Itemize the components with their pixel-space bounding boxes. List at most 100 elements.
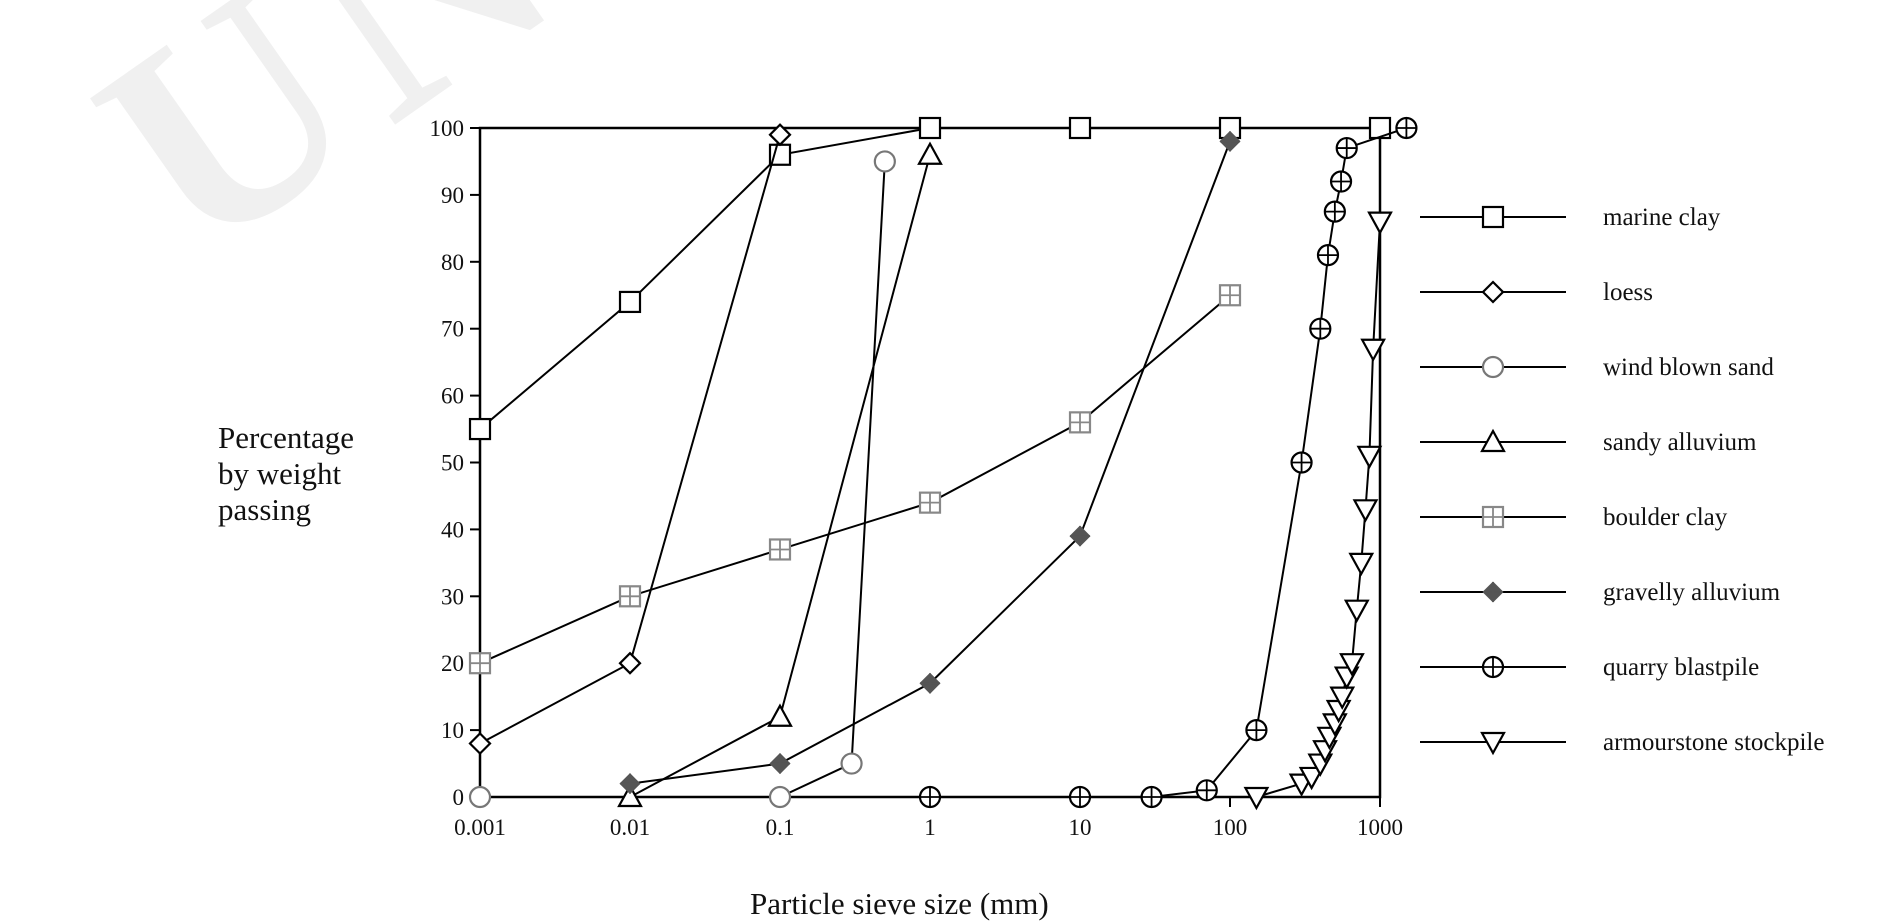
data-point: [468, 731, 492, 756]
x-tick-label: 0.001: [454, 815, 506, 840]
data-point: [1329, 170, 1353, 193]
legend-marker: [1482, 581, 1504, 603]
data-point: [1343, 599, 1370, 623]
data-point: [1339, 653, 1365, 677]
data-point: [1290, 451, 1313, 474]
data-point: [1352, 499, 1379, 523]
legend-item: wind blown sand: [1418, 340, 1878, 415]
data-point: [1243, 786, 1270, 811]
legend-item: marine clay: [1418, 190, 1878, 265]
legend-marker: [1481, 505, 1505, 529]
legend-label: loess: [1603, 279, 1653, 306]
y-tick-label: 0: [453, 785, 465, 810]
series-gravelly-alluvium: [619, 130, 1241, 795]
data-point: [618, 290, 642, 314]
y-axis-label: Percentage by weight passing: [218, 420, 354, 527]
data-point: [468, 652, 492, 675]
x-axis-label: Particle sieve size (mm): [750, 886, 1049, 921]
data-point: [618, 585, 642, 608]
data-point: [768, 785, 792, 809]
series-line: [479, 127, 1380, 430]
legend-marker: [1480, 731, 1506, 756]
legend-swatch: [1420, 655, 1566, 679]
data-point: [918, 491, 942, 514]
legend-label: wind blown sand: [1603, 354, 1774, 381]
legend-item: boulder clay: [1418, 490, 1878, 565]
x-tick-label: 0.01: [610, 815, 650, 840]
series-quarry-blastpile: [918, 116, 1418, 809]
legend-item: armourstone stockpile: [1418, 715, 1878, 790]
data-point: [767, 703, 793, 727]
data-point: [1348, 552, 1375, 577]
data-point: [1309, 317, 1332, 340]
legend-label: gravelly alluvium: [1603, 579, 1781, 606]
data-point: [1069, 525, 1091, 547]
x-tick-label: 10: [1069, 815, 1092, 840]
x-tick-label: 1000: [1357, 815, 1403, 840]
data-point: [768, 538, 792, 561]
series-loess: [468, 123, 792, 756]
data-point: [1367, 211, 1393, 235]
x-tick-label: 0.1: [766, 815, 795, 840]
data-point: [468, 417, 492, 441]
data-point: [617, 783, 643, 808]
data-point: [1245, 718, 1268, 742]
data-point: [873, 150, 896, 173]
legend-item: loess: [1418, 265, 1878, 340]
legend-swatch: [1420, 428, 1566, 453]
data-point: [1356, 445, 1383, 470]
data-point: [840, 752, 863, 775]
y-tick-label: 70: [441, 317, 464, 342]
x-tick-label: 100: [1213, 815, 1248, 840]
legend-label: boulder clay: [1603, 504, 1728, 531]
series-line: [629, 154, 931, 798]
data-point: [1195, 779, 1218, 802]
y-tick-label: 50: [441, 451, 464, 476]
data-point: [918, 785, 942, 809]
x-tick-label: 1: [924, 815, 936, 840]
y-tick-label: 80: [441, 250, 464, 275]
data-point: [1335, 136, 1358, 160]
data-point: [1218, 284, 1242, 307]
series-line: [479, 294, 1231, 665]
legend-swatch: [1420, 731, 1566, 756]
data-point: [1329, 686, 1356, 710]
data-point: [769, 752, 791, 775]
data-point: [768, 123, 792, 147]
legend-swatch: [1420, 505, 1566, 529]
legend-swatch: [1420, 205, 1566, 229]
legend: marine clay loess wind blown sand sandy all…: [1418, 190, 1878, 790]
y-tick-label: 90: [441, 183, 464, 208]
legend-swatch: [1420, 581, 1566, 603]
y-tick-label: 10: [441, 718, 464, 743]
series-marine-clay: [468, 116, 1392, 441]
legend-label: sandy alluvium: [1603, 429, 1757, 456]
series-armourstone-stockpile: [1243, 211, 1393, 811]
data-point: [1068, 411, 1092, 434]
data-point: [917, 141, 943, 165]
legend-label: marine clay: [1603, 204, 1721, 231]
data-point: [918, 116, 942, 140]
y-tick-label: 30: [441, 584, 464, 609]
legend-item: gravelly alluvium: [1418, 565, 1878, 640]
legend-swatch: [1420, 280, 1566, 304]
data-point: [618, 651, 642, 675]
data-point: [1368, 116, 1392, 140]
legend-marker: [1481, 355, 1505, 379]
legend-marker: [1481, 205, 1505, 229]
legend-item: sandy alluvium: [1418, 415, 1878, 490]
data-point: [919, 672, 941, 694]
legend-marker: [1481, 655, 1505, 679]
plot-frame: [478, 126, 1382, 799]
legend-label: armourstone stockpile: [1603, 729, 1825, 756]
data-point: [1068, 785, 1092, 809]
series-boulder-clay: [468, 284, 1242, 675]
legend-label: quarry blastpile: [1603, 654, 1760, 681]
data-point: [1360, 338, 1386, 363]
y-tick-label: 60: [441, 384, 464, 409]
legend-item: quarry blastpile: [1418, 640, 1878, 715]
data-point: [1323, 200, 1346, 223]
data-point: [1298, 766, 1325, 791]
data-point: [468, 785, 492, 809]
data-point: [619, 773, 641, 795]
